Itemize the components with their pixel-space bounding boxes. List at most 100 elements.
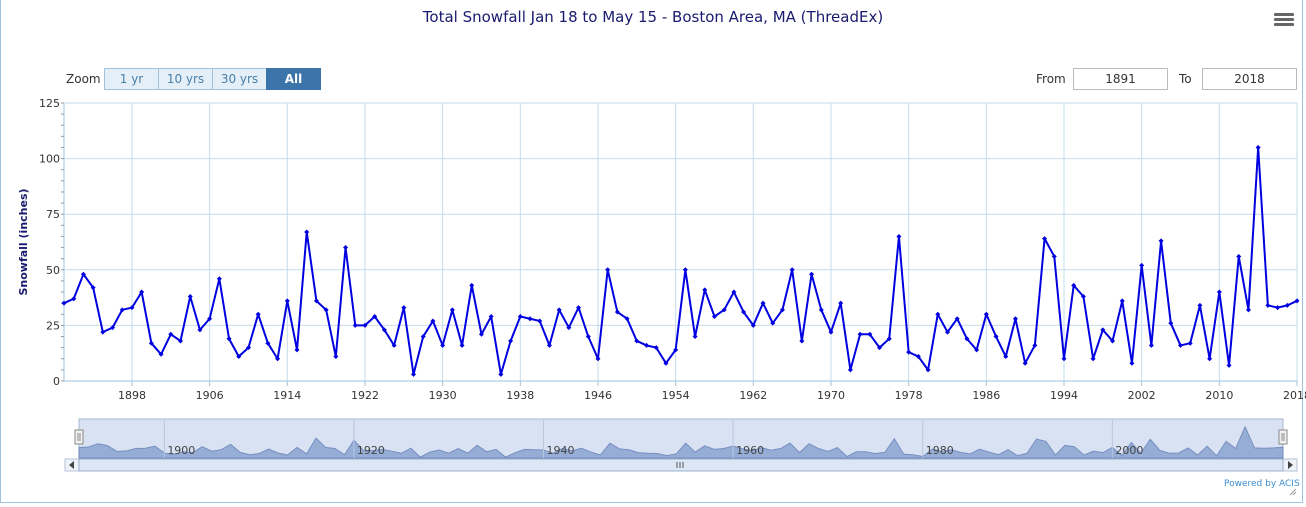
data-point	[721, 307, 727, 313]
data-point	[362, 322, 368, 328]
from-date-input[interactable]: 1891	[1073, 68, 1168, 90]
navigator-handle-right[interactable]	[1278, 429, 1288, 445]
y-tick-label: 100	[39, 153, 60, 166]
y-tick-label: 125	[39, 97, 60, 110]
y-tick-label: 0	[53, 375, 60, 388]
data-point	[226, 336, 232, 342]
x-tick-label: 1994	[1050, 389, 1078, 402]
navigator: 1900 1920 1940 1960 1980 2000	[64, 418, 1298, 472]
x-tick-label: 2018	[1283, 389, 1306, 402]
resize-handle-icon[interactable]	[1289, 488, 1297, 496]
zoom-label: Zoom	[66, 72, 101, 86]
navigator-label: 1940	[547, 444, 575, 457]
zoom-all-button[interactable]: All	[266, 68, 321, 90]
data-point	[1061, 356, 1067, 362]
navigator-label: 2000	[1115, 444, 1143, 457]
data-point	[809, 271, 815, 277]
data-point	[838, 300, 844, 306]
data-point	[789, 267, 795, 273]
hamburger-menu-icon[interactable]	[1274, 13, 1294, 29]
data-point	[1100, 327, 1106, 333]
y-tick-label: 25	[46, 319, 60, 332]
data-point	[818, 307, 824, 313]
data-point	[954, 316, 960, 322]
data-point	[119, 307, 125, 313]
x-tick-label: 2002	[1128, 389, 1156, 402]
data-point	[488, 314, 494, 320]
zoom-10yrs-button[interactable]: 10 yrs	[158, 68, 212, 90]
data-point	[381, 327, 387, 333]
data-point	[71, 296, 77, 302]
data-point	[372, 314, 378, 320]
data-point	[216, 276, 222, 282]
x-tick-label: 1898	[118, 389, 146, 402]
data-point	[449, 307, 455, 313]
data-point	[1119, 298, 1125, 304]
credit-link[interactable]: Powered by ACIS	[1224, 479, 1300, 489]
data-point	[711, 314, 717, 320]
data-point	[576, 305, 582, 311]
data-point	[1110, 338, 1116, 344]
data-point	[546, 342, 552, 348]
zoom-30yrs-button[interactable]: 30 yrs	[212, 68, 266, 90]
data-point	[867, 331, 873, 337]
to-label: To	[1179, 72, 1192, 86]
navigator-series	[78, 425, 1284, 459]
data-point	[556, 307, 562, 313]
zoom-1yr-button[interactable]: 1 yr	[104, 68, 158, 90]
data-point	[1236, 253, 1242, 259]
x-axis: 1898 1906 1914 1922 1930 1938 1946 1954 1962 1970…	[118, 381, 1306, 402]
data-point	[440, 342, 446, 348]
navigator-label: 1900	[167, 444, 195, 457]
x-tick-label: 1970	[817, 389, 845, 402]
data-point	[1207, 356, 1213, 362]
data-point	[158, 351, 164, 357]
data-point	[1245, 307, 1251, 313]
zoom-button-group: 1 yr 10 yrs 30 yrs All	[104, 68, 321, 90]
data-point	[653, 345, 659, 351]
x-tick-label: 1986	[972, 389, 1000, 402]
data-point	[430, 318, 436, 324]
chart-title: Total Snowfall Jan 18 to May 15 - Boston…	[422, 8, 884, 26]
x-tick-label: 1938	[506, 389, 534, 402]
data-point	[566, 325, 572, 331]
data-point	[760, 300, 766, 306]
to-date-input[interactable]: 2018	[1202, 68, 1297, 90]
data-point	[1197, 302, 1203, 308]
data-point	[333, 354, 339, 360]
grid-lines	[63, 102, 1298, 382]
data-point	[906, 349, 912, 355]
data-point	[799, 338, 805, 344]
data-point	[148, 340, 154, 346]
data-point	[663, 360, 669, 366]
y-tick-label: 50	[46, 264, 60, 277]
data-point	[779, 307, 785, 313]
data-point	[236, 354, 242, 360]
scroll-right-icon[interactable]	[1288, 461, 1293, 469]
data-point	[944, 329, 950, 335]
x-tick-label: 2010	[1205, 389, 1233, 402]
scroll-left-icon[interactable]	[69, 461, 74, 469]
data-point	[1012, 316, 1018, 322]
y-axis: 0 25 50 75 100 125	[39, 97, 64, 388]
data-point	[750, 322, 756, 328]
data-point	[741, 309, 747, 315]
data-point	[313, 298, 319, 304]
data-point	[168, 331, 174, 337]
data-point	[459, 342, 465, 348]
y-tick-label: 75	[46, 208, 60, 221]
data-point	[1148, 342, 1154, 348]
scrollbar-thumb[interactable]	[78, 458, 1284, 472]
data-point	[508, 338, 514, 344]
data-point	[498, 371, 504, 377]
data-point	[1275, 305, 1281, 311]
data-point	[537, 318, 543, 324]
data-point	[595, 356, 601, 362]
data-point	[275, 356, 281, 362]
navigator-handle-left[interactable]	[74, 429, 84, 445]
data-point	[1177, 342, 1183, 348]
data-point	[692, 334, 698, 340]
data-point	[585, 334, 591, 340]
data-point	[974, 347, 980, 353]
